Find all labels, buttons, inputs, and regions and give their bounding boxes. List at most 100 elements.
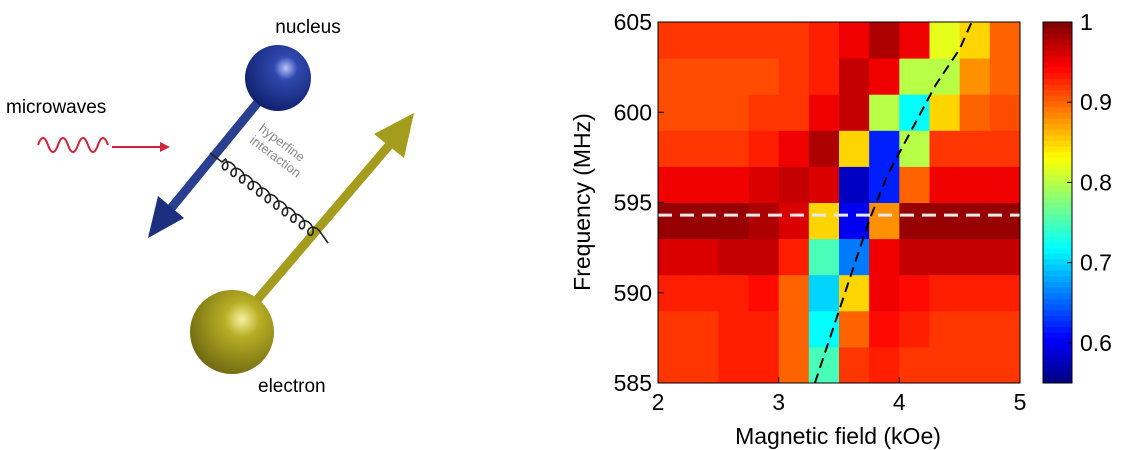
colorbar-tick-label: 0.9 (1080, 89, 1112, 115)
heatmap-cell (809, 22, 840, 59)
heatmap-cell (990, 22, 1021, 59)
colorbar-swatch (1043, 304, 1072, 310)
heatmap-cell (839, 275, 870, 312)
heatmap-cell (930, 94, 961, 131)
heatmap-cell (688, 239, 719, 276)
colorbar-swatch (1043, 293, 1072, 299)
heatmap-cell (718, 203, 749, 240)
y-tick-label: 600 (614, 99, 652, 125)
heatmap-cell (779, 22, 810, 59)
colorbar-swatch (1043, 174, 1072, 180)
heatmap-cell (990, 239, 1021, 276)
heatmap-cell (899, 239, 930, 276)
colorbar-swatch (1043, 67, 1072, 73)
y-tick-label: 585 (614, 370, 652, 396)
colorbar-swatch (1043, 39, 1072, 45)
wave-arrowhead (160, 142, 170, 152)
heatmap-cell (658, 166, 689, 203)
heatmap-cell (899, 58, 930, 95)
heatmap-cell (718, 130, 749, 167)
heatmap-cell (960, 166, 991, 203)
y-axis-label: Frequency (MHz) (569, 113, 595, 291)
heatmap-cell (688, 203, 719, 240)
colorbar-tick-label: 0.8 (1080, 169, 1112, 195)
heatmap-cell (688, 275, 719, 312)
heatmap-cell (779, 58, 810, 95)
heatmap-cell (960, 58, 991, 95)
heatmap-cell (658, 311, 689, 348)
x-axis-label: Magnetic field (kOe) (735, 423, 941, 449)
x-tick-label: 4 (893, 389, 906, 415)
nucleus-label: nucleus (275, 17, 341, 38)
heatmap-cell (658, 58, 689, 95)
heatmap-cell (930, 58, 961, 95)
heatmap-cell (779, 130, 810, 167)
heatmap-cell (749, 203, 780, 240)
heatmap-cell (990, 275, 1021, 312)
heatmap-cell (688, 22, 719, 59)
colorbar-tick-label: 0.7 (1080, 250, 1112, 276)
heatmap-cell (749, 166, 780, 203)
colorbar-swatch (1043, 310, 1072, 316)
figure: nucleus microwaves hyperfine interaction… (0, 0, 1125, 450)
heatmap-cell (749, 22, 780, 59)
colorbar-swatch (1043, 281, 1072, 287)
colorbar-swatch (1043, 124, 1072, 130)
heatmap-cell (658, 22, 689, 59)
heatmap-cell (960, 311, 991, 348)
colorbar-swatch (1043, 112, 1072, 118)
colorbar-swatch (1043, 95, 1072, 101)
heatmap-cell (990, 58, 1021, 95)
heatmap-cell (749, 130, 780, 167)
heatmap-cell (658, 347, 689, 384)
heatmap-cell (839, 239, 870, 276)
colorbar-swatch (1043, 107, 1072, 113)
heatmap-cell (749, 239, 780, 276)
nucleus-spin (168, 90, 268, 212)
hyperfine-label: hyperfine interaction (247, 120, 313, 180)
heatmap-cell (930, 203, 961, 240)
colorbar-swatch (1043, 180, 1072, 186)
colorbar-swatch (1043, 50, 1072, 56)
colorbar-swatch (1043, 225, 1072, 231)
colorbar-swatch (1043, 135, 1072, 141)
electron-label: electron (258, 376, 326, 397)
colorbar-swatch (1043, 45, 1072, 51)
heatmap-cell (839, 311, 870, 348)
heatmap-cell (930, 275, 961, 312)
colorbar-swatch (1043, 315, 1072, 321)
colorbar-swatch (1043, 146, 1072, 152)
heatmap-cell (779, 166, 810, 203)
colorbar-swatch (1043, 366, 1072, 372)
x-tick-label: 2 (652, 389, 665, 415)
colorbar-swatch (1043, 197, 1072, 203)
heatmap-cell (930, 347, 961, 384)
colorbar-swatch (1043, 28, 1072, 34)
colorbar-swatch (1043, 287, 1072, 293)
heatmap-cell (809, 166, 840, 203)
heatmap-cell (960, 239, 991, 276)
heatmap-cell (779, 275, 810, 312)
heatmap-cell (960, 203, 991, 240)
colorbar-swatch (1043, 84, 1072, 90)
heatmap-cell (809, 311, 840, 348)
heatmap-cell (658, 130, 689, 167)
heatmap-cell (960, 275, 991, 312)
heatmap-cell (899, 22, 930, 59)
heatmap-cell (688, 347, 719, 384)
heatmap-cell (718, 311, 749, 348)
heatmap-cell (930, 130, 961, 167)
wave (38, 138, 108, 152)
colorbar-swatch (1043, 22, 1072, 28)
colorbar-swatch (1043, 360, 1072, 366)
heatmap-cell (839, 58, 870, 95)
colorbar-tick-label: 0.6 (1080, 330, 1112, 356)
heatmap-cell (899, 275, 930, 312)
heatmap-cell (809, 130, 840, 167)
heatmap-cell (899, 203, 930, 240)
heatmap-cell (658, 203, 689, 240)
heatmap-cell (718, 58, 749, 95)
colorbar-swatch (1043, 270, 1072, 276)
heatmap-cell (990, 166, 1021, 203)
heatmap-cell (809, 203, 840, 240)
